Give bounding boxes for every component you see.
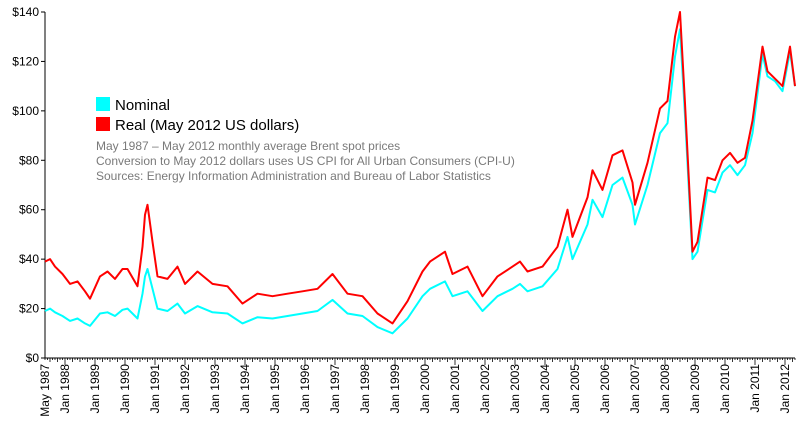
x-tick-label: Jan 1998 xyxy=(358,364,372,414)
x-tick-label: Jan 2005 xyxy=(568,364,582,414)
y-tick-label: $20 xyxy=(19,302,39,316)
legend-label-real: Real (May 2012 US dollars) xyxy=(115,117,299,134)
y-tick-label: $100 xyxy=(12,104,39,118)
x-tick-label: Jan 1996 xyxy=(298,364,312,414)
note-sources: Sources: Energy Information Administrati… xyxy=(96,169,491,183)
series-line-real xyxy=(44,11,796,325)
x-tick-label: Jan 2007 xyxy=(628,364,642,414)
x-tick-label: Jan 2010 xyxy=(718,364,732,414)
y-tick-label: $120 xyxy=(12,54,39,68)
legend-label-nominal: Nominal xyxy=(115,97,170,114)
x-tick-label: Jan 1992 xyxy=(178,364,192,414)
note-date-range: May 1987 – May 2012 monthly average Bren… xyxy=(96,139,400,153)
legend-swatch-nominal xyxy=(96,97,110,111)
x-tick-label: May 1987 xyxy=(38,364,52,417)
x-tick-label: Jan 2000 xyxy=(418,364,432,414)
x-tick-label: Jan 2001 xyxy=(448,364,462,414)
y-tick-label: $60 xyxy=(19,203,39,217)
axes: $0 $20 $40 $60 $80 $100 $120 $140 May 1987 Jan 19… xyxy=(12,5,796,417)
x-tick-label: Jan 1997 xyxy=(328,364,342,414)
x-tick-label: Jan 2004 xyxy=(538,364,552,414)
chart-notes: May 1987 – May 2012 monthly average Bren… xyxy=(96,139,515,183)
y-tick-label: $80 xyxy=(19,153,39,167)
x-tick-label: Jan 1989 xyxy=(88,364,102,414)
series-line-nominal xyxy=(44,28,796,335)
x-tick-label: Jan 1990 xyxy=(118,364,132,414)
x-tick-label: Jan 2009 xyxy=(688,364,702,414)
series-lines xyxy=(44,11,796,335)
x-tick-label: Jan 2012 xyxy=(778,364,792,414)
x-tick-label: Jan 1999 xyxy=(388,364,402,414)
x-tick-label: Jan 1991 xyxy=(148,364,162,414)
x-tick-label: Jan 2011 xyxy=(748,364,762,413)
x-tick-label: Jan 1988 xyxy=(58,364,72,414)
x-tick-label: Jan 2003 xyxy=(508,364,522,414)
legend-swatch-real xyxy=(96,117,110,131)
legend: Nominal Real (May 2012 US dollars) xyxy=(96,97,299,134)
y-tick-label: $40 xyxy=(19,252,39,266)
x-tick-label: Jan 2006 xyxy=(598,364,612,414)
x-tick-label: Jan 1994 xyxy=(238,364,252,414)
note-conversion: Conversion to May 2012 dollars uses US C… xyxy=(96,154,515,168)
x-tick-label: Jan 2008 xyxy=(658,364,672,414)
x-tick-label: Jan 2002 xyxy=(478,364,492,414)
y-tick-label: $140 xyxy=(12,5,39,19)
y-tick-label: $0 xyxy=(26,351,40,365)
x-tick-label: Jan 1993 xyxy=(208,364,222,414)
x-tick-label: Jan 1995 xyxy=(268,364,282,414)
